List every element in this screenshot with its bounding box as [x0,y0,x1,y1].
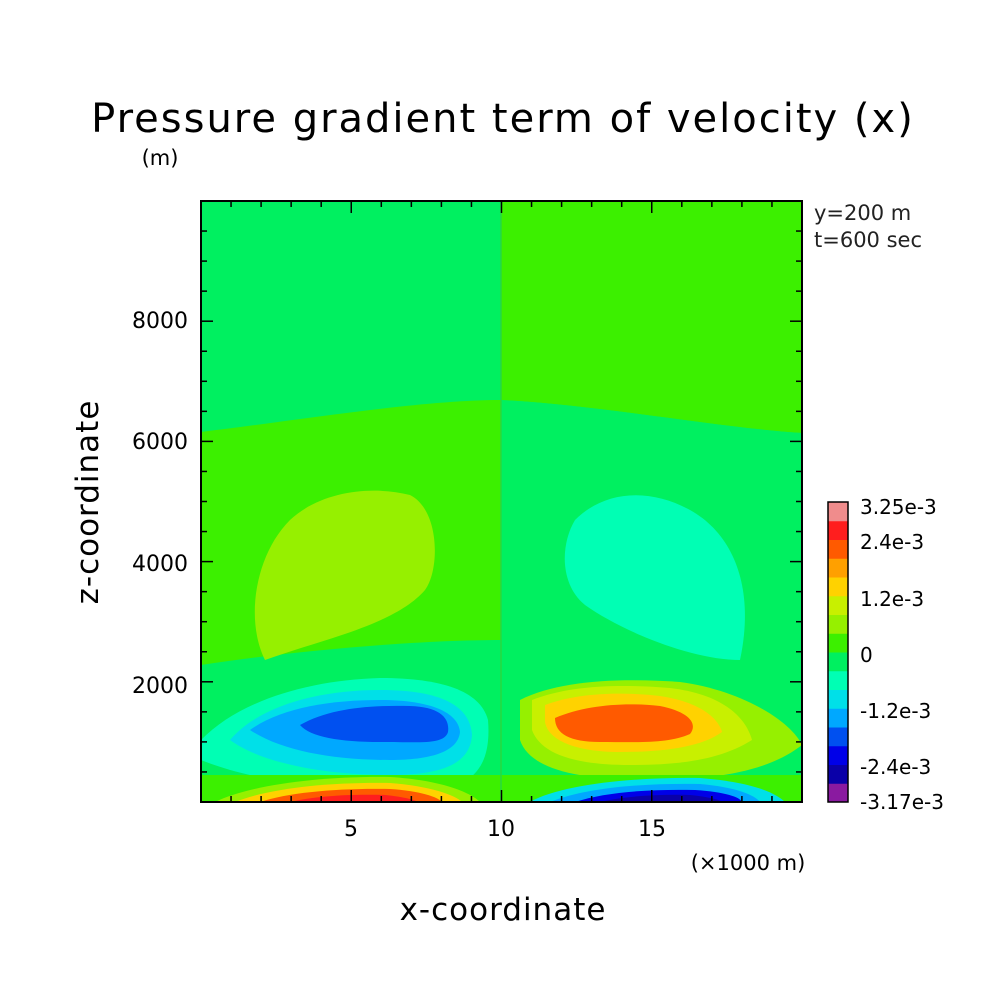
colorbar-label: 0 [860,643,873,667]
colorbar-swatch [828,745,848,765]
pos-upper-cell [254,490,435,660]
colorbar-swatch [828,652,848,672]
colorbar-label: 1.2e-3 [860,587,924,611]
colorbar-swatch [828,520,848,540]
colorbar [827,501,849,803]
colorbar-label: -3.17e-3 [860,790,944,814]
y-tick-label: 4000 [132,552,188,577]
colorbar-swatch [828,577,848,597]
y-tick-label: 6000 [132,430,188,455]
right-lower-band-4 [555,704,693,743]
contour-field [201,201,802,802]
colorbar-label: 3.25e-3 [860,495,937,519]
left-lower-band-4 [300,705,449,743]
x-axis-label: x-coordinate [400,892,607,928]
bottom-left-band-4 [290,794,418,802]
colorbar-swatch [828,689,848,709]
y-tick-label: 8000 [132,309,188,334]
colorbar-swatch [828,502,848,522]
bottom-right-band-4 [600,794,722,802]
annotation-t: t=600 sec [814,228,922,252]
colorbar-frame [827,501,849,803]
colorbar-swatch [828,614,848,634]
region-upper-right [501,201,802,433]
colorbar-swatch [828,783,848,803]
chart-title: Pressure gradient term of velocity (x) [91,96,915,142]
colorbar-swatch [828,708,848,728]
colorbar-swatch [828,595,848,615]
annotation-y: y=200 m [814,201,911,225]
region-left-band [201,201,501,432]
colorbar-swatch [828,670,848,690]
x-tick-label: 5 [344,817,358,842]
neg-upper-cell [564,495,745,660]
x-tick-label: 15 [638,817,666,842]
y-tick-label: 2000 [132,674,188,699]
y-unit-label: (m) [142,146,179,170]
colorbar-label: 2.4e-3 [860,530,924,554]
colorbar-swatch [828,727,848,747]
colorbar-swatch [828,558,848,578]
y-axis-label: z-coordinate [70,400,106,605]
colorbar-swatch [828,764,848,784]
tick-marks [200,200,803,803]
colorbar-swatch [828,633,848,653]
colorbar-label: -1.2e-3 [860,699,931,723]
colorbar-label: -2.4e-3 [860,755,931,779]
x-tick-label: 10 [487,817,515,842]
colorbar-swatch [828,539,848,559]
x-unit-label: (×1000 m) [691,851,806,875]
